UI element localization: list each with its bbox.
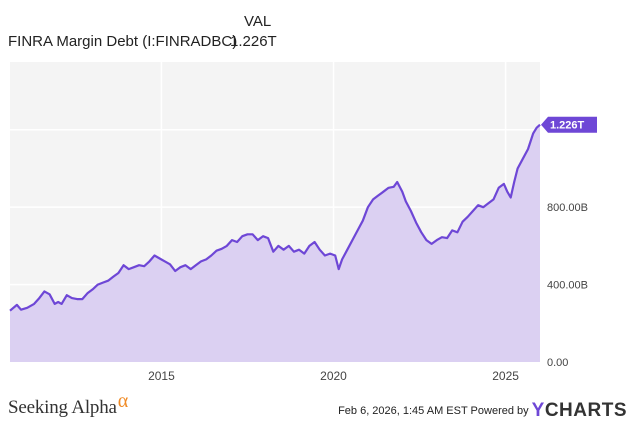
- x-tick-label: 2025: [492, 369, 519, 383]
- last-value-layer: 1.226T: [541, 116, 597, 133]
- legend-series-value: 1.226T: [230, 33, 277, 50]
- x-tick-label: 2020: [320, 369, 347, 383]
- footer-timestamp: Feb 6, 2026, 1:45 AM EST Powered by: [338, 405, 529, 417]
- footer-attribution: Feb 6, 2026, 1:45 AM EST Powered by YCHAR…: [338, 400, 627, 422]
- axis-labels: 0.00 400.00B 800.00B 2015 2020 2025: [148, 202, 588, 383]
- y-tick-label: 0.00: [547, 357, 568, 369]
- x-tick-label: 2015: [148, 369, 175, 383]
- seeking-alpha-text: Seeking Alpha: [8, 397, 117, 418]
- series-line[interactable]: [9, 123, 541, 312]
- last-value-label: 1.226T: [550, 120, 585, 132]
- seeking-alpha-logo[interactable]: Seeking Alphaα: [8, 390, 128, 419]
- margin-debt-chart: 0.00 400.00B 800.00B 2015 2020 2025 1.226T: [9, 62, 597, 383]
- alpha-icon: α: [117, 390, 129, 412]
- ycharts-logo-y: Y: [531, 400, 545, 421]
- ycharts-logo-rest: CHARTS: [544, 400, 627, 421]
- legend-series-name[interactable]: FINRA Margin Debt (I:FINRADBC): [8, 33, 238, 50]
- y-tick-label: 800.00B: [547, 202, 588, 214]
- y-tick-label: 400.00B: [547, 280, 588, 292]
- series-area: [9, 123, 541, 362]
- legend-value-header: VAL: [244, 13, 272, 30]
- last-value-flag: [541, 116, 597, 133]
- series-area-fill: [10, 124, 540, 362]
- ycharts-logo[interactable]: YCHARTS: [532, 400, 627, 421]
